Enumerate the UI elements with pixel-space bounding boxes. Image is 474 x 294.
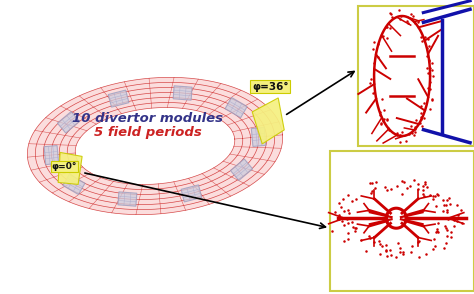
Bar xyxy=(108,90,129,107)
Text: 10 divertor modules: 10 divertor modules xyxy=(73,111,224,124)
FancyBboxPatch shape xyxy=(358,6,474,146)
Bar xyxy=(230,159,253,181)
Text: φ=36°: φ=36° xyxy=(252,82,289,92)
Bar xyxy=(181,185,202,202)
Bar xyxy=(63,174,85,195)
Polygon shape xyxy=(252,98,284,144)
Bar xyxy=(57,111,80,133)
Bar xyxy=(251,127,266,146)
Text: φ=0°: φ=0° xyxy=(52,162,77,171)
Polygon shape xyxy=(58,152,82,184)
Bar xyxy=(118,192,137,206)
Polygon shape xyxy=(27,77,283,215)
Bar xyxy=(225,98,247,118)
Text: 5 field periods: 5 field periods xyxy=(94,126,202,138)
Bar xyxy=(173,86,192,100)
Bar xyxy=(44,146,59,165)
FancyBboxPatch shape xyxy=(330,151,474,291)
